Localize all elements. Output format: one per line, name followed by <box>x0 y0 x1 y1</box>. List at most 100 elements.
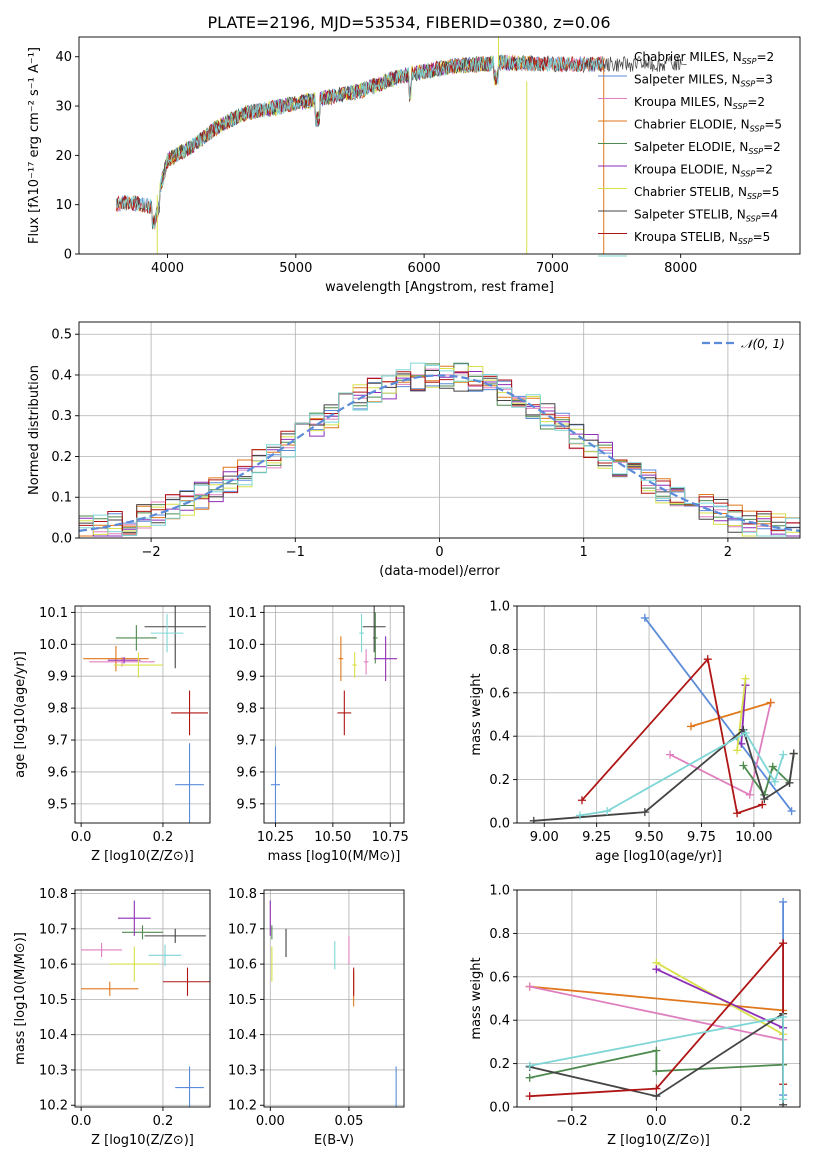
y-tick-label: 0.4 <box>489 730 510 745</box>
legend-count: =5 <box>753 230 771 244</box>
y-tick-label: 1.0 <box>489 600 510 615</box>
y-tick-label: 9.9 <box>236 670 257 685</box>
legend-entry: Salpeter STELIB, NSSP=4 <box>634 208 778 224</box>
errorbar-point <box>150 613 184 653</box>
x-tick-label: 9.25 <box>582 830 611 845</box>
legend-subscript: SSP <box>741 80 756 89</box>
axes-frame <box>74 889 211 1108</box>
y-tick-label: 0.8 <box>489 643 510 658</box>
weight-line <box>529 985 784 1012</box>
weight-series <box>652 965 788 1032</box>
errorbar-point <box>109 946 159 982</box>
y-tick-label: 10 <box>55 198 72 213</box>
y-axis-label: Flux [fλ10⁻¹⁷ erg cm⁻² s⁻¹ A⁻¹] <box>27 47 42 244</box>
spectrum-line <box>154 54 527 224</box>
panel-mass-vs-Z: 0.0 0.2 10.2 10.3 10.4 10.5 10.6 10.7 10.8 Z [log… <box>13 887 211 1148</box>
errorbar-point <box>270 746 281 823</box>
weight-marker <box>779 939 788 948</box>
errorbar-point <box>113 652 163 678</box>
x-tick-label: 10.75 <box>372 830 409 845</box>
legend-subscript: SSP <box>742 57 757 66</box>
errorbar-point <box>144 606 206 669</box>
weight-marker <box>741 728 750 737</box>
axes-frame <box>74 605 211 824</box>
x-axis-label: age [log10(age/yr)] <box>595 849 722 864</box>
y-axis-label: age [log10(age/yr)] <box>13 651 28 778</box>
y-tick-label: 0.0 <box>489 817 510 832</box>
weight-marker <box>652 1092 661 1101</box>
plot-area-mass-weight-vs-Z <box>525 897 788 1107</box>
weight-line <box>736 678 747 751</box>
plot-area-residuals <box>79 362 800 537</box>
errorbar-point <box>83 645 149 672</box>
x-tick-label: 0.0 <box>646 1114 667 1129</box>
errorbar-point <box>148 944 182 966</box>
y-tick-label: 10.6 <box>39 958 68 973</box>
y-tick-label: 0.0 <box>489 1101 510 1116</box>
x-axis-label: Z [log10(Z/Z⊙)] <box>91 1133 194 1148</box>
x-tick-label: 0.2 <box>731 1114 752 1129</box>
errorbar-point <box>363 649 369 675</box>
y-tick-label: 0.8 <box>489 927 510 942</box>
errorbar-point <box>352 652 357 678</box>
weight-marker <box>652 1084 661 1093</box>
weight-marker <box>760 795 769 804</box>
legend-entry: 𝒩(0, 1) <box>741 337 785 351</box>
x-tick-label: 5000 <box>279 261 312 276</box>
y-tick-label: 0.2 <box>489 773 510 788</box>
weight-marker <box>733 746 742 755</box>
legend-subscript: SSP <box>738 237 753 246</box>
plot-area-mass-vs-ebv <box>269 900 397 1107</box>
weight-marker <box>766 698 775 707</box>
y-tick-label: 9.5 <box>47 797 68 812</box>
x-tick-label: 10.50 <box>314 830 351 845</box>
errorbar-point <box>144 928 206 943</box>
legend-count: =2 <box>747 95 765 109</box>
weight-series <box>529 725 798 823</box>
y-tick-label: 10.1 <box>228 606 257 621</box>
weight-marker <box>785 778 794 787</box>
x-tick-label: 6000 <box>408 261 441 276</box>
y-tick-label: 10.5 <box>228 993 257 1008</box>
weight-series <box>739 749 798 799</box>
weight-marker <box>770 777 779 786</box>
x-axis-label: wavelength [Angstrom, rest frame] <box>325 280 554 295</box>
spectrum-line <box>115 54 606 226</box>
weight-marker <box>779 1095 788 1104</box>
weight-marker <box>652 1067 661 1076</box>
spectrum-line <box>115 54 604 224</box>
legend-entry: Chabrier MILES, NSSP=2 <box>634 50 774 66</box>
y-tick-label: 9.7 <box>236 734 257 749</box>
x-tick-label: −1 <box>286 545 305 560</box>
y-tick-label: 10.7 <box>228 922 257 937</box>
y-tick-label: 1.0 <box>489 884 510 899</box>
y-tick-label: 0 <box>64 248 72 263</box>
errorbar-point <box>81 942 123 958</box>
spectrum-line <box>115 55 604 229</box>
y-tick-label: 10.0 <box>228 638 257 653</box>
legend-entry: Salpeter MILES, NSSP=3 <box>634 73 773 89</box>
x-axis-label: Z [log10(Z/Z⊙)] <box>607 1133 710 1148</box>
legend-subscript: SSP <box>741 170 756 179</box>
y-tick-label: 10.7 <box>39 922 68 937</box>
weight-series <box>575 728 788 820</box>
y-tick-label: 0.2 <box>489 1057 510 1072</box>
legend-subscript: SSP <box>746 215 761 224</box>
legend-count: =5 <box>764 118 782 132</box>
weight-marker <box>652 1046 661 1055</box>
errorbar-point <box>115 625 157 651</box>
legend-entry: Kroupa MILES, NSSP=2 <box>634 95 765 111</box>
weight-marker <box>779 897 788 906</box>
x-tick-label: 8000 <box>664 261 697 276</box>
axes-frame <box>516 605 801 824</box>
spectrum-line <box>115 54 606 222</box>
weight-marker <box>525 1073 534 1082</box>
y-tick-label: 9.6 <box>236 765 257 780</box>
weight-marker <box>779 750 788 759</box>
weight-marker <box>525 1092 534 1101</box>
y-tick-label: 10.4 <box>228 1028 257 1043</box>
errorbar-point <box>374 636 398 681</box>
y-tick-label: 10.8 <box>228 887 257 902</box>
y-tick-label: 10.3 <box>228 1063 257 1078</box>
x-tick-label: 2 <box>724 545 732 560</box>
